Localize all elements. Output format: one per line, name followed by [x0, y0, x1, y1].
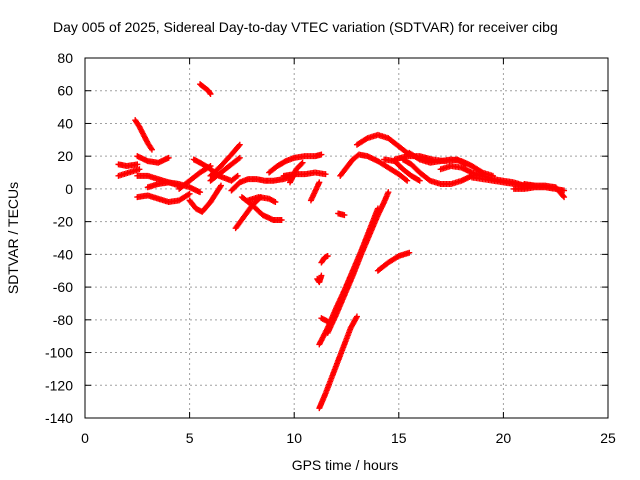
data-points: [115, 81, 568, 412]
series-arc-14: [228, 172, 298, 194]
series-arc-13: [207, 154, 243, 184]
y-tick-label: 0: [65, 181, 73, 197]
y-tick-label: -140: [45, 410, 73, 426]
data-point: [404, 177, 411, 184]
series-arc-16: [238, 194, 285, 223]
data-point: [341, 212, 348, 219]
series-arc-27: [324, 189, 392, 336]
series-arc-11: [190, 156, 241, 184]
series-arc-07: [144, 179, 204, 196]
series-arc-29: [337, 151, 411, 184]
x-axis-label: GPS time / hours: [292, 457, 399, 473]
y-tick-label: 20: [57, 148, 73, 164]
data-point: [236, 141, 243, 148]
data-point: [353, 313, 360, 320]
y-tick-label: 60: [57, 83, 73, 99]
data-point: [236, 154, 243, 161]
series-arc-10: [197, 81, 214, 97]
data-point: [134, 161, 141, 168]
data-point: [217, 183, 224, 190]
series-arc-21: [307, 179, 323, 204]
series-arc-25: [316, 313, 360, 412]
data-point: [197, 189, 204, 196]
y-tick-label: 40: [57, 115, 73, 131]
series-arc-28: [335, 210, 348, 219]
data-point: [561, 194, 568, 201]
x-tick-label: 10: [286, 430, 302, 446]
plot-frame: [84, 57, 609, 419]
data-point: [561, 187, 568, 194]
y-tick-label: -40: [53, 246, 73, 262]
data-point: [165, 154, 172, 161]
series-arc-03: [132, 117, 155, 153]
data-point: [217, 182, 224, 189]
y-tick-label: 80: [57, 50, 73, 66]
data-point: [235, 155, 242, 162]
data-point: [278, 217, 285, 223]
data-point: [186, 190, 193, 197]
y-tick-label: -20: [53, 214, 73, 230]
series-arc-31: [374, 249, 413, 274]
series-arc-30: [353, 131, 413, 158]
series-arc-04: [134, 153, 172, 166]
series-arc-35: [406, 149, 496, 179]
series-arc-23: [318, 253, 331, 266]
x-tick-label: 5: [186, 430, 194, 446]
data-point: [415, 177, 422, 184]
series-arc-12: [207, 141, 243, 179]
data-point: [233, 173, 240, 180]
y-tick-label: -80: [53, 312, 73, 328]
data-point: [416, 177, 423, 184]
data-point: [235, 142, 242, 149]
series-arc-39: [521, 181, 568, 201]
data-point: [406, 249, 413, 256]
series-arc-22: [314, 272, 325, 286]
series-arc-24: [318, 315, 331, 325]
data-point: [560, 193, 567, 199]
series-arc-17: [245, 194, 279, 205]
y-tick-label: -60: [53, 279, 73, 295]
data-point: [385, 189, 392, 196]
data-point: [207, 91, 214, 97]
data-point: [299, 159, 306, 166]
data-point: [318, 151, 325, 158]
axis-ticks: 0 5 10 15 20 25 -140 -120 -100 -80 -60 -40 -20 0 20 40 6…: [45, 50, 616, 446]
y-tick-label: -120: [45, 377, 73, 393]
grid-lines: [85, 58, 608, 418]
data-point: [324, 253, 331, 259]
data-point: [136, 166, 143, 173]
data-point: [234, 172, 241, 179]
x-tick-label: 15: [391, 430, 407, 446]
y-tick-label: -100: [45, 345, 73, 361]
series-arc-01: [115, 161, 141, 169]
x-tick-label: 0: [81, 430, 89, 446]
x-tick-label: 25: [600, 430, 616, 446]
series-arc-06: [134, 190, 193, 205]
data-point: [322, 171, 329, 178]
series-arc-18: [266, 151, 325, 176]
series-arc-20: [287, 159, 306, 186]
data-point: [318, 272, 325, 279]
series-arc-09: [186, 182, 224, 215]
series-arc-02: [115, 166, 143, 179]
data-point: [148, 146, 155, 153]
y-axis-label: SDTVAR / TECUs: [5, 182, 21, 294]
x-tick-label: 20: [496, 430, 512, 446]
data-point: [298, 160, 305, 167]
data-point: [402, 176, 409, 183]
data-point: [272, 199, 279, 205]
chart-title: Day 005 of 2025, Sidereal Day-to-day VTE…: [53, 19, 558, 35]
data-point: [316, 179, 323, 186]
series-arc-32: [381, 156, 423, 184]
